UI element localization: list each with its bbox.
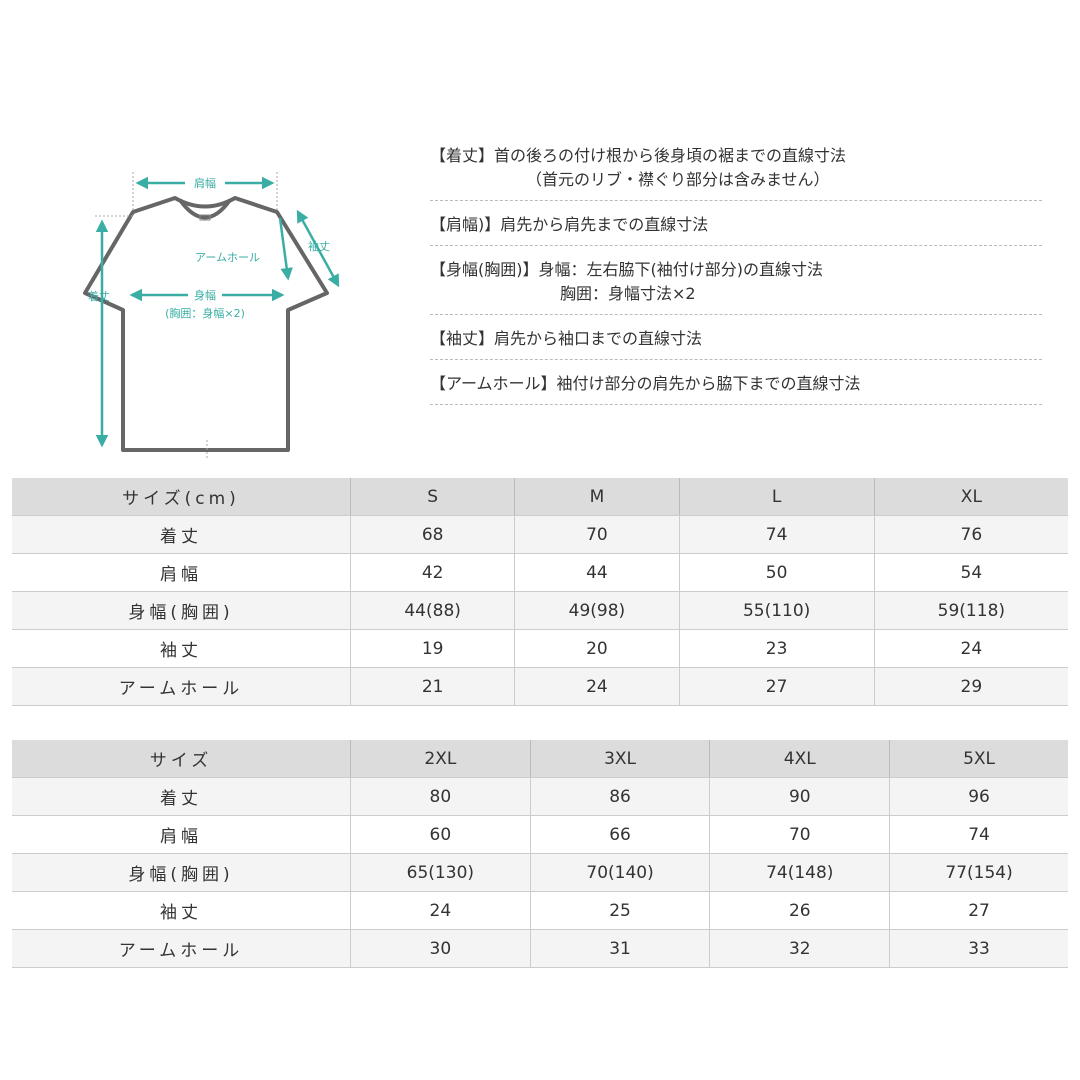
tshirt-outline: [83, 196, 329, 452]
table-row: 着丈 80 86 90 96: [12, 777, 1068, 816]
size-value-cell: 60: [350, 815, 531, 854]
size-value-cell: 4XL: [709, 740, 890, 778]
note-subtext: （首元のリブ・襟ぐり部分は含みません）: [526, 170, 830, 189]
size-value-cell: 70: [709, 815, 890, 854]
size-value-cell: 55(110): [678, 591, 875, 630]
size-value-cell: 33: [889, 929, 1068, 968]
size-value-cell: 2XL: [350, 740, 531, 778]
size-value-cell: 24: [873, 629, 1068, 668]
label-sleeve: 袖丈: [308, 239, 330, 253]
note-length: 【着丈】首の後ろの付け根から後身頃の裾までの直線寸法 （首元のリブ・襟ぐり部分は含…: [430, 140, 1042, 201]
size-value-cell: XL: [873, 478, 1068, 516]
size-value-cell: 86: [529, 777, 710, 816]
size-value-cell: 5XL: [889, 740, 1068, 778]
size-value-cell: 31: [529, 929, 710, 968]
size-value-cell: 59(118): [873, 591, 1068, 630]
size-value-cell: 24: [514, 667, 680, 706]
table-row: 着丈 68 70 74 76: [12, 515, 1068, 554]
size-value-cell: L: [678, 478, 875, 516]
tshirt-diagram: 肩幅 着丈 袖丈 アームホール 身幅 (胸囲：身幅×2): [83, 172, 340, 458]
size-value-cell: 32: [709, 929, 890, 968]
table-header-row: サイズ(cm) S M L XL: [12, 478, 1068, 516]
note-chest: 【身幅(胸囲)】身幅：左右脇下(袖付け部分)の直線寸法 胸囲：身幅寸法×2: [430, 246, 1042, 315]
label-chest: 身幅: [194, 288, 216, 302]
label-chest-sub: (胸囲：身幅×2): [165, 306, 245, 320]
measurement-label-cell: 肩幅: [12, 553, 351, 592]
size-value-cell: 66: [529, 815, 710, 854]
size-value-cell: M: [514, 478, 680, 516]
note-subtext: 胸囲：身幅寸法×2: [560, 284, 696, 303]
note-shoulder: 【肩幅)】肩先から肩先までの直線寸法: [430, 201, 1042, 246]
size-value-cell: 27: [678, 667, 875, 706]
size-value-cell: 74: [678, 515, 875, 554]
measurement-label-cell: サイズ: [12, 740, 351, 778]
size-value-cell: 26: [709, 891, 890, 930]
measurement-label-cell: アームホール: [12, 929, 351, 968]
size-value-cell: 49(98): [514, 591, 680, 630]
size-value-cell: 21: [349, 667, 515, 706]
size-value-cell: 74: [889, 815, 1068, 854]
table-row: 身幅(胸囲) 44(88) 49(98) 55(110) 59(118): [12, 591, 1068, 630]
size-value-cell: 65(130): [350, 853, 531, 892]
note-armhole: 【アームホール】袖付け部分の肩先から脇下までの直線寸法: [430, 360, 1042, 405]
size-value-cell: 70: [514, 515, 680, 554]
table-row: 袖丈 19 20 23 24: [12, 629, 1068, 668]
size-value-cell: 29: [873, 667, 1068, 706]
note-sleeve: 【袖丈】肩先から袖口までの直線寸法: [430, 315, 1042, 360]
size-value-cell: 42: [349, 553, 515, 592]
size-value-cell: 19: [349, 629, 515, 668]
note-text: 【身幅(胸囲)】身幅：左右脇下(袖付け部分)の直線寸法: [430, 260, 823, 279]
note-text: 【着丈】首の後ろの付け根から後身頃の裾までの直線寸法: [430, 146, 847, 165]
size-value-cell: 25: [529, 891, 710, 930]
size-value-cell: 30: [350, 929, 531, 968]
size-value-cell: 50: [678, 553, 875, 592]
table-row: 肩幅 42 44 50 54: [12, 553, 1068, 592]
size-table-2xl-5xl: サイズ 2XL 3XL 4XL 5XL 着丈 80 86 90 96 肩幅 60 66 70 74 身幅(胸囲…: [12, 740, 1068, 968]
measurement-label-cell: 身幅(胸囲): [12, 591, 351, 630]
measurement-label-cell: 身幅(胸囲): [12, 853, 351, 892]
measurement-label-cell: 着丈: [12, 515, 351, 554]
size-value-cell: 74(148): [709, 853, 890, 892]
size-value-cell: 90: [709, 777, 890, 816]
table-row: 袖丈 24 25 26 27: [12, 891, 1068, 930]
size-value-cell: 76: [873, 515, 1068, 554]
measurement-label-cell: アームホール: [12, 667, 351, 706]
label-armhole: アームホール: [195, 251, 260, 264]
size-value-cell: S: [349, 478, 515, 516]
measurement-label-cell: 袖丈: [12, 629, 351, 668]
table-row: アームホール 30 31 32 33: [12, 929, 1068, 968]
size-value-cell: 24: [350, 891, 531, 930]
table-row: 身幅(胸囲) 65(130) 70(140) 74(148) 77(154): [12, 853, 1068, 892]
size-value-cell: 3XL: [529, 740, 710, 778]
note-text: 【袖丈】肩先から袖口までの直線寸法: [430, 329, 703, 348]
measurement-label-cell: 着丈: [12, 777, 351, 816]
size-value-cell: 77(154): [889, 853, 1068, 892]
size-value-cell: 20: [514, 629, 680, 668]
note-text: 【肩幅)】肩先から肩先までの直線寸法: [430, 215, 709, 234]
note-text: 【アームホール】袖付け部分の肩先から脇下までの直線寸法: [430, 374, 861, 393]
size-value-cell: 27: [889, 891, 1068, 930]
size-value-cell: 70(140): [529, 853, 710, 892]
table-row: アームホール 21 24 27 29: [12, 667, 1068, 706]
label-shoulder: 肩幅: [194, 176, 216, 190]
table-header-row: サイズ 2XL 3XL 4XL 5XL: [12, 740, 1068, 778]
size-value-cell: 54: [873, 553, 1068, 592]
measurement-label-cell: 袖丈: [12, 891, 351, 930]
size-value-cell: 96: [889, 777, 1068, 816]
size-value-cell: 80: [350, 777, 531, 816]
size-table-s-xl: サイズ(cm) S M L XL 着丈 68 70 74 76 肩幅 42 44 50 54 身幅(胸囲) 44…: [12, 478, 1068, 706]
size-value-cell: 44(88): [349, 591, 515, 630]
size-value-cell: 68: [349, 515, 515, 554]
size-value-cell: 44: [514, 553, 680, 592]
table-row: 肩幅 60 66 70 74: [12, 815, 1068, 854]
measurement-label-cell: 肩幅: [12, 815, 351, 854]
size-value-cell: 23: [678, 629, 875, 668]
measurement-label-cell: サイズ(cm): [12, 478, 351, 516]
measurement-notes: 【着丈】首の後ろの付け根から後身頃の裾までの直線寸法 （首元のリブ・襟ぐり部分は含…: [430, 140, 1042, 405]
label-length: 着丈: [88, 289, 110, 303]
